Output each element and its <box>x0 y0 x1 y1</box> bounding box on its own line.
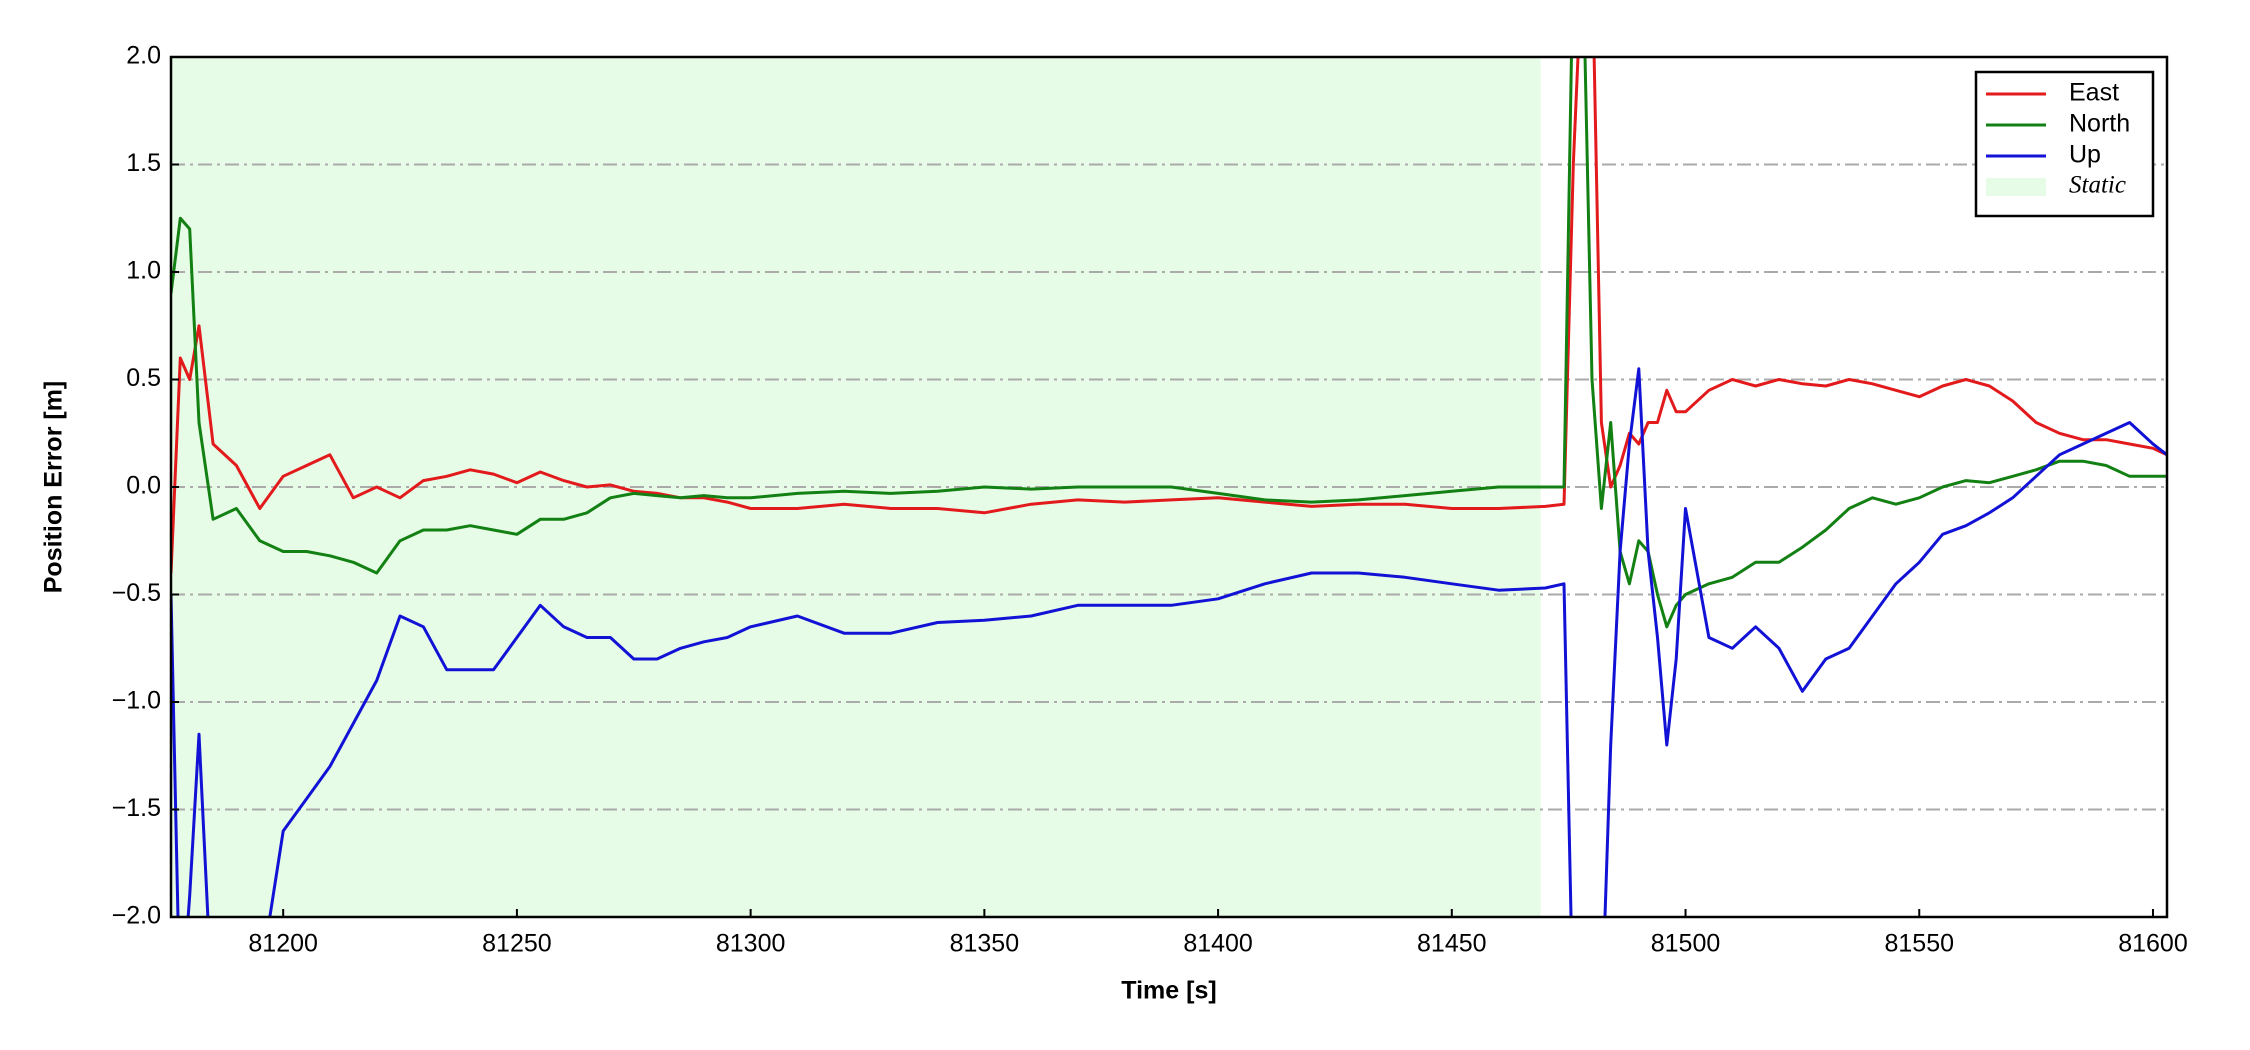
x-axis-title: Time [s] <box>1121 977 1216 1005</box>
legend-label: North <box>2069 110 2130 138</box>
x-tick-label: 81200 <box>248 930 318 958</box>
legend-label: East <box>2069 79 2119 107</box>
y-tick-label: 0.0 <box>126 472 161 500</box>
plot-area <box>171 56 2167 918</box>
y-tick-label: −0.5 <box>112 579 161 607</box>
x-tick-label: 81450 <box>1417 930 1487 958</box>
x-tick-label: 81600 <box>2118 930 2188 958</box>
y-tick-label: 2.0 <box>126 42 161 70</box>
series-group <box>171 57 2167 917</box>
legend-swatch <box>1986 178 2046 196</box>
x-tick-label: 81400 <box>1183 930 1253 958</box>
y-tick-label: −1.5 <box>112 794 161 822</box>
y-tick-label: 1.5 <box>126 149 161 177</box>
y-axis-title: Position Error [m] <box>40 381 68 594</box>
x-tick-label: 81350 <box>950 930 1020 958</box>
series-line <box>171 57 2167 574</box>
legend-label: Up <box>2069 141 2101 169</box>
y-tick-label: 0.5 <box>126 364 161 392</box>
x-tick-label: 81550 <box>1884 930 1954 958</box>
x-tick-label: 81250 <box>482 930 552 958</box>
plot-frame <box>169 55 2169 919</box>
series-line <box>171 367 2167 917</box>
y-tick-label: −2.0 <box>112 902 161 930</box>
y-tick-label: −1.0 <box>112 687 161 715</box>
series-line <box>171 57 2167 629</box>
x-tick-label: 81500 <box>1651 930 1721 958</box>
x-tick-label: 81300 <box>716 930 786 958</box>
y-tick-label: 1.0 <box>126 257 161 285</box>
legend-label: Static <box>2069 172 2126 199</box>
